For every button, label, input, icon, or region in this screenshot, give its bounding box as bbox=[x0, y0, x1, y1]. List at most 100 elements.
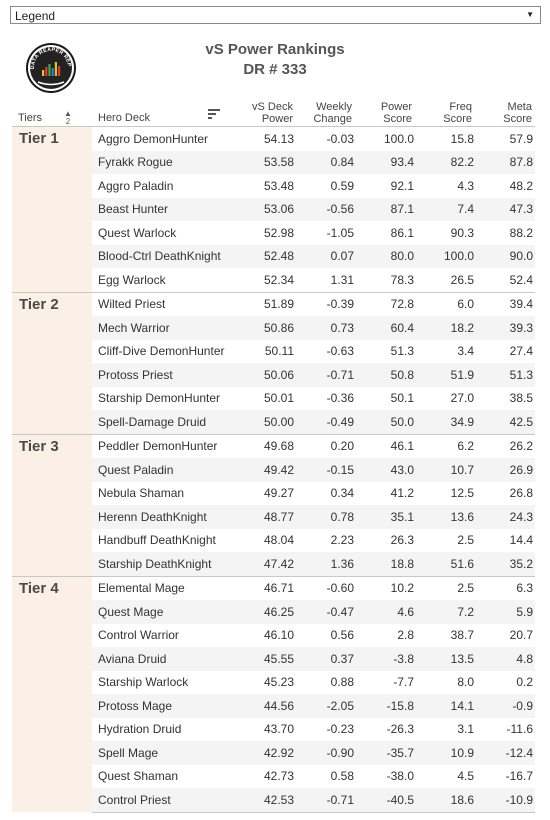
weekly-change-cell: 0.34 bbox=[330, 486, 354, 501]
power-score-cell: -15.8 bbox=[354, 694, 414, 718]
table-row[interactable]: Blood-Ctrl DeathKnight 52.48 0.07 80.0 100.0… bbox=[12, 244, 535, 268]
power-score-cell: 72.8 bbox=[354, 291, 414, 316]
deck-power-column-header[interactable]: vS Deck Power bbox=[240, 101, 293, 125]
hero-deck-cell: Control Warrior bbox=[98, 628, 179, 643]
table-row[interactable]: Quest Mage 46.25 -0.47 4.6 7.2 5.9 bbox=[12, 600, 535, 624]
deck-power-cell: 47.42 bbox=[244, 552, 294, 576]
power-score-column-header[interactable]: Power Score bbox=[360, 101, 412, 125]
meta-score-column-header[interactable]: Meta Score bbox=[480, 101, 532, 125]
freq-score-cell: 12.5 bbox=[450, 486, 474, 501]
table-row[interactable]: Control Priest 42.53 -0.71 -40.5 18.6 -10.9 bbox=[12, 788, 535, 813]
table-row[interactable]: Hydration Druid 43.70 -0.23 -26.3 3.1 -11.6 bbox=[12, 718, 535, 742]
meta-score-cell: 57.9 bbox=[474, 126, 535, 151]
sort-index: 2 bbox=[65, 117, 71, 126]
freq-score-cell: 4.5 bbox=[457, 769, 474, 784]
freq-score-cell: 90.3 bbox=[450, 225, 474, 240]
hero-deck-cell: Handbuff DeathKnight bbox=[98, 533, 216, 548]
sort-ascending-icon[interactable]: ▲ 2 bbox=[64, 109, 72, 126]
table-row[interactable]: Tier 2 Wilted Priest 51.89 -0.39 72.8 6.0 39.4 bbox=[12, 291, 535, 434]
tier-label: Tier 4 bbox=[12, 575, 92, 812]
table-row[interactable]: Quest Warlock 52.98 -1.05 86.1 90.3 88.2 bbox=[12, 221, 535, 245]
freq-score-cell: 2.5 bbox=[414, 575, 474, 600]
weekly-change-cell: -0.23 bbox=[326, 722, 354, 737]
weekly-change-cell: 0.59 bbox=[330, 178, 354, 193]
weekly-change-cell: 0.78 bbox=[294, 505, 354, 529]
table-row[interactable]: Quest Shaman 42.73 0.58 -38.0 4.5 -16.7 bbox=[12, 765, 535, 789]
freq-score-cell: 34.9 bbox=[414, 410, 474, 434]
table-row[interactable]: Quest Paladin 49.42 -0.15 43.0 10.7 26.9 bbox=[12, 458, 535, 482]
table-row[interactable]: Cliff-Dive DemonHunter 50.11 -0.63 51.3 3.4 2… bbox=[12, 340, 535, 364]
table-row[interactable]: Egg Warlock 52.34 1.31 78.3 26.5 52.4 bbox=[12, 268, 535, 292]
power-score-cell: 50.0 bbox=[354, 410, 414, 434]
table-row[interactable]: Tier 3 Peddler DemonHunter 49.68 0.20 46.1 6.… bbox=[12, 433, 535, 576]
deck-power-cell: 52.98 bbox=[263, 225, 294, 240]
table-row[interactable]: Spell Mage 42.92 -0.90 -35.7 10.9 -12.4 bbox=[12, 741, 535, 765]
table-row[interactable]: Aggro Paladin 53.48 0.59 92.1 4.3 48.2 bbox=[12, 174, 535, 198]
legend-dropdown[interactable]: Legend ▼ bbox=[10, 6, 541, 24]
power-score-cell: 80.0 bbox=[354, 244, 414, 268]
power-score-cell: 93.4 bbox=[354, 150, 414, 174]
freq-score-cell: 13.6 bbox=[414, 505, 474, 529]
table-row[interactable]: Aviana Druid 45.55 0.37 -3.8 13.5 4.8 bbox=[12, 647, 535, 671]
deck-power-cell: 52.48 bbox=[244, 244, 294, 268]
meta-score-cell: 14.4 bbox=[509, 533, 533, 548]
weekly-change-cell: -0.36 bbox=[326, 391, 354, 406]
hero-deck-cell: Starship Warlock bbox=[98, 675, 189, 690]
table-row[interactable]: Mech Warrior 50.86 0.73 60.4 18.2 39.3 bbox=[12, 316, 535, 340]
freq-score-column-header[interactable]: Freq Score bbox=[420, 101, 472, 125]
table-row[interactable]: Nebula Shaman 49.27 0.34 41.2 12.5 26.8 bbox=[12, 482, 535, 506]
meta-score-cell: 26.9 bbox=[474, 458, 535, 482]
legend-dropdown-label: Legend bbox=[15, 9, 56, 23]
table-row[interactable]: Beast Hunter 53.06 -0.56 87.1 7.4 47.3 bbox=[12, 197, 535, 221]
hero-deck-cell: Nebula Shaman bbox=[98, 486, 185, 501]
hero-deck-cell: Quest Shaman bbox=[98, 769, 179, 784]
deck-power-cell: 53.58 bbox=[244, 150, 294, 174]
freq-score-cell: 3.1 bbox=[457, 722, 474, 737]
deck-power-cell: 46.71 bbox=[244, 575, 294, 600]
table-row[interactable]: Control Warrior 46.10 0.56 2.8 38.7 20.7 bbox=[12, 624, 535, 648]
chevron-down-icon[interactable]: ▼ bbox=[526, 10, 534, 19]
weekly-change-cell: 0.37 bbox=[294, 647, 354, 671]
weekly-change-column-header[interactable]: Weekly Change bbox=[300, 101, 352, 125]
freq-score-cell: 15.8 bbox=[414, 126, 474, 151]
table-row[interactable]: Tier 4 Elemental Mage 46.71 -0.60 10.2 2.5 6.3 bbox=[12, 575, 535, 812]
table-row[interactable]: Protoss Priest 50.06 -0.71 50.8 51.9 51.3 bbox=[12, 363, 535, 387]
table-header: Tiers ▲ 2 Hero Deck vS Deck Power Weekly … bbox=[0, 96, 550, 126]
power-score-cell: -38.0 bbox=[386, 769, 414, 784]
meta-score-cell: 52.4 bbox=[509, 272, 533, 287]
power-score-cell: -40.5 bbox=[354, 788, 414, 813]
table-row[interactable]: Fyrakk Rogue 53.58 0.84 93.4 82.2 87.8 bbox=[12, 150, 535, 174]
weekly-change-cell: 1.31 bbox=[330, 272, 354, 287]
deck-power-cell: 42.92 bbox=[244, 741, 294, 765]
hero-deck-cell: Quest Mage bbox=[92, 600, 244, 624]
deck-power-cell: 50.06 bbox=[244, 363, 294, 387]
table-row[interactable]: Spell-Damage Druid 50.00 -0.49 50.0 34.9 42.5 bbox=[12, 410, 535, 434]
deck-power-cell: 53.48 bbox=[263, 178, 294, 193]
table-row[interactable]: Herenn DeathKnight 48.77 0.78 35.1 13.6 24.3 bbox=[12, 505, 535, 529]
freq-score-header-line1: Freq bbox=[449, 101, 472, 113]
power-score-cell: 51.3 bbox=[390, 344, 414, 359]
table-row[interactable]: Protoss Mage 44.56 -2.05 -15.8 14.1 -0.9 bbox=[12, 694, 535, 718]
deck-power-cell: 45.55 bbox=[244, 647, 294, 671]
table-row[interactable]: Tier 1 Aggro DemonHunter 54.13 -0.03 100.0 15… bbox=[12, 126, 535, 292]
filter-icon[interactable] bbox=[208, 109, 220, 119]
table-row[interactable]: Starship Warlock 45.23 0.88 -7.7 8.0 0.2 bbox=[12, 671, 535, 695]
weekly-change-cell: -0.49 bbox=[294, 410, 354, 434]
meta-score-cell: 4.8 bbox=[474, 647, 535, 671]
weekly-change-cell: 0.88 bbox=[330, 675, 354, 690]
freq-score-cell: 18.2 bbox=[414, 316, 474, 340]
hero-deck-column-header[interactable]: Hero Deck bbox=[98, 112, 150, 124]
meta-score-cell: 38.5 bbox=[509, 391, 533, 406]
tiers-column-header[interactable]: Tiers bbox=[18, 112, 43, 124]
meta-score-cell: 48.2 bbox=[509, 178, 533, 193]
weekly-change-cell: -0.71 bbox=[294, 363, 354, 387]
power-rankings-table: Tier 1 Aggro DemonHunter 54.13 -0.03 100.0 15… bbox=[12, 126, 535, 813]
meta-score-cell: 26.8 bbox=[509, 486, 533, 501]
table-row[interactable]: Starship DeathKnight 47.42 1.36 18.8 51.6 35.… bbox=[12, 552, 535, 576]
weekly-change-cell: 1.36 bbox=[294, 552, 354, 576]
meta-score-cell: 39.4 bbox=[474, 291, 535, 316]
table-row[interactable]: Starship DemonHunter 50.01 -0.36 50.1 27.0 38… bbox=[12, 387, 535, 411]
hero-deck-cell: Starship DemonHunter bbox=[98, 391, 221, 406]
table-row[interactable]: Handbuff DeathKnight 48.04 2.23 26.3 2.5 14.4 bbox=[12, 529, 535, 553]
deck-power-cell: 48.77 bbox=[244, 505, 294, 529]
